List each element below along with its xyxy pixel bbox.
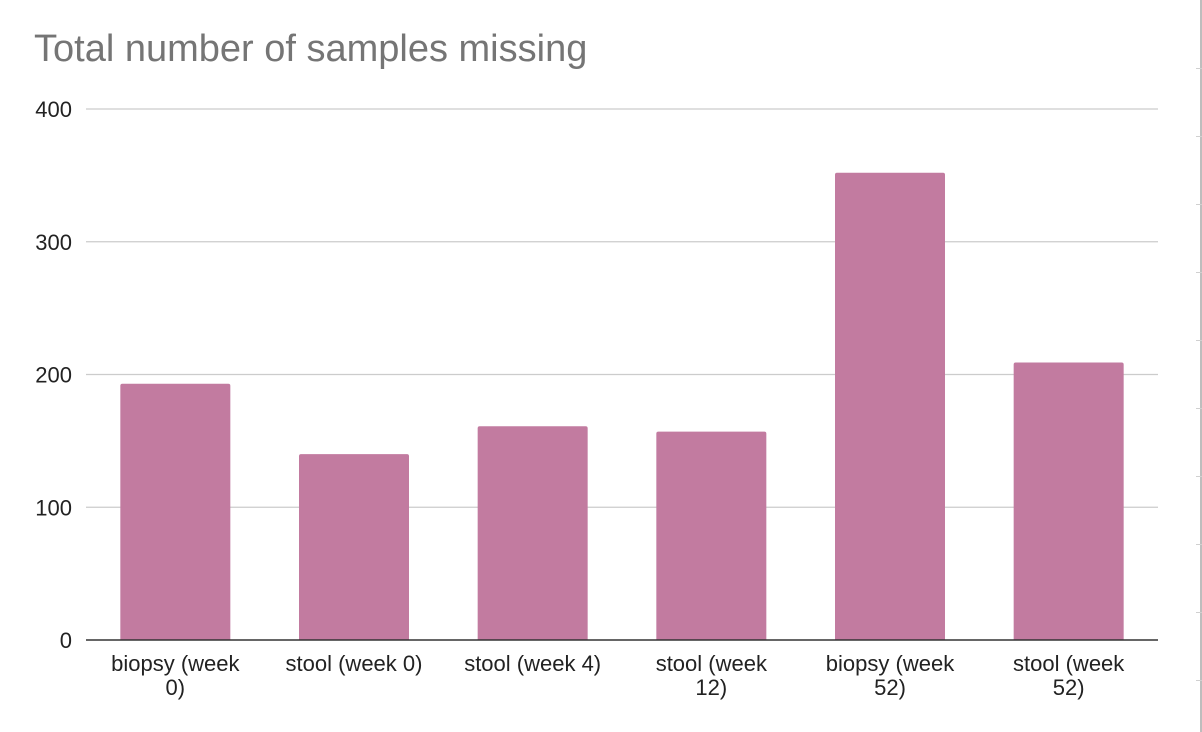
y-tick-label: 300 (35, 230, 72, 255)
bar-2 (477, 426, 588, 640)
bar-5 (1013, 362, 1124, 640)
edge-tick (1196, 544, 1202, 545)
edge-tick (1196, 612, 1202, 613)
bar-1 (299, 454, 409, 640)
y-tick-label: 400 (35, 97, 72, 122)
edge-tick (1196, 408, 1202, 409)
x-tick-label: stool (week 4) (464, 651, 601, 676)
y-tick-label: 100 (35, 495, 72, 520)
y-tick-label: 200 (35, 363, 72, 388)
edge-tick (1196, 68, 1202, 69)
bar-3 (656, 431, 767, 640)
chart-title: Total number of samples missing (34, 28, 588, 70)
x-tick-label: 52) (874, 675, 906, 700)
x-tick-label: biopsy (week (111, 651, 240, 676)
x-tick-label: 52) (1053, 675, 1085, 700)
x-tick-label: stool (week 0) (286, 651, 423, 676)
edge-tick (1196, 136, 1202, 137)
bar-0 (120, 383, 231, 640)
edge-tick (1196, 340, 1202, 341)
x-tick-label: stool (week (656, 651, 768, 676)
y-tick-label: 0 (60, 628, 72, 653)
edge-tick (1196, 204, 1202, 205)
x-tick-label: 0) (166, 675, 186, 700)
bars (120, 172, 1124, 640)
edge-tick (1196, 476, 1202, 477)
bar-4 (835, 172, 945, 640)
x-tick-label: stool (week (1013, 651, 1125, 676)
x-tick-label: 12) (695, 675, 727, 700)
x-tick-label: biopsy (week (826, 651, 955, 676)
edge-tick (1196, 272, 1202, 273)
window-edge-divider (1200, 0, 1202, 732)
edge-tick (1196, 680, 1202, 681)
grid-lines (86, 108, 1158, 508)
